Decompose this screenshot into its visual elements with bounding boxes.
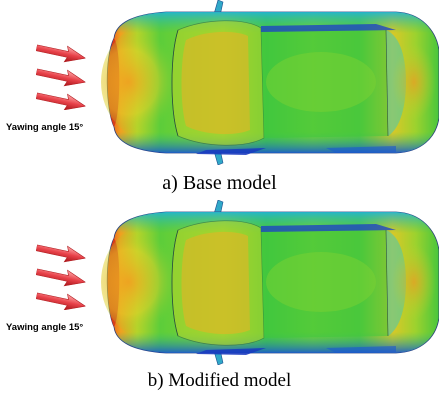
caption: b) Modified model <box>147 370 292 391</box>
panel-modified-model: Yawing angle 15° b) Modified model <box>0 200 439 400</box>
arrow-right-icon <box>36 44 86 67</box>
arrow-right-icon <box>36 63 86 91</box>
arrow-right-icon <box>36 263 86 291</box>
yaw-angle-label: Yawing angle 15° <box>6 122 84 133</box>
flow-arrows <box>36 244 86 310</box>
flow-arrows <box>36 44 86 110</box>
yaw-angle-label: Yawing angle 15° <box>6 322 84 333</box>
panel-base-model: Yawing angle 15° a) Base model <box>6 0 439 194</box>
car-pressure-plot-modified <box>96 200 439 365</box>
arrow-right-icon <box>36 87 86 110</box>
arrow-right-icon <box>36 287 86 310</box>
car-pressure-plot-base <box>96 0 439 165</box>
arrow-right-icon <box>36 244 86 267</box>
caption: a) Base model <box>162 172 277 194</box>
